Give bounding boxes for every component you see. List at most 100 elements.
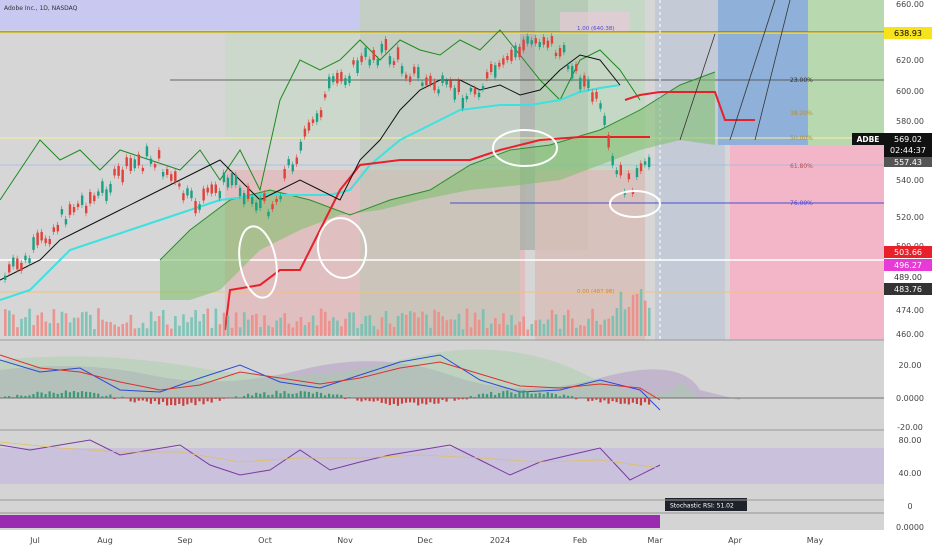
volume-bar [129, 314, 133, 336]
macd-hist-bar [465, 398, 468, 400]
volume-bar [550, 309, 554, 336]
candle-body [477, 92, 481, 98]
volume-bar [643, 300, 647, 336]
price-tick: 660.00 [896, 0, 924, 9]
candle-body [485, 72, 489, 79]
candle-body [315, 113, 319, 122]
volume-bar [238, 327, 242, 336]
macd-hist-bar [364, 398, 367, 401]
candle-body [161, 171, 165, 177]
candle-body [494, 65, 497, 78]
candle-body [303, 128, 307, 137]
candle-body [174, 171, 177, 183]
candle-body [170, 174, 173, 181]
volume-bar [323, 311, 327, 336]
volume-bar [89, 314, 92, 336]
candle-body [522, 39, 525, 51]
volume-bar [534, 320, 538, 336]
volume-bar [599, 324, 602, 336]
macd-hist-bar [287, 393, 290, 398]
candle-body [121, 169, 124, 183]
candle-body [97, 191, 100, 196]
macd-hist-bar [421, 398, 424, 404]
macd-hist-bar [336, 394, 339, 398]
candle-body [16, 258, 19, 270]
macd-hist-bar [603, 398, 606, 401]
macd-hist-bar [113, 398, 116, 400]
macd-hist-bar [242, 396, 246, 398]
fib-76-label: 76.00% [790, 200, 813, 207]
volume-bar [218, 324, 222, 336]
candle-body [242, 193, 246, 205]
candle-body [52, 227, 55, 232]
volume-bar [287, 323, 291, 336]
signal-line [0, 354, 661, 401]
volume-bar [40, 312, 44, 336]
time-label: 2024 [490, 536, 510, 545]
volume-bar [575, 327, 578, 336]
candle-body [323, 94, 327, 98]
volume-bar [526, 329, 530, 336]
macd-hist-bar [477, 394, 481, 398]
time-axis[interactable] [0, 530, 884, 550]
candle-body [635, 167, 639, 178]
macd-hist-bar [526, 391, 529, 398]
volume-bar [441, 316, 444, 336]
macd-hist-bar [40, 392, 43, 398]
tenkan-line [224, 136, 650, 331]
candle-body [222, 172, 226, 183]
ticker-tag-bg [852, 133, 884, 145]
candle-body [566, 65, 570, 70]
macd-hist-bar [409, 398, 412, 403]
price-tick: 620.00 [896, 56, 924, 65]
macd-hist-bar [214, 398, 217, 399]
macd-hist-bar [259, 393, 262, 398]
tag-level-top: 638.93 [894, 29, 922, 38]
macd-hist-bar [522, 390, 525, 398]
macd-hist-bar [453, 398, 456, 401]
volume-bar [16, 327, 19, 336]
macd-hist-bar [550, 393, 553, 398]
macd-hist-bar [174, 398, 177, 406]
volume-bar [214, 308, 218, 336]
zone-blue-gray [655, 0, 725, 340]
candle-body [453, 87, 456, 100]
macd-hist-bar [303, 391, 306, 398]
macd-hist-bar [68, 392, 71, 398]
candle-body [558, 47, 562, 57]
volume-bar [437, 311, 440, 336]
macd-hist-bar [283, 391, 286, 398]
candle-body [360, 55, 363, 62]
candle-body [319, 110, 323, 118]
macd-hist-bar [619, 398, 622, 404]
macd-hist-bar [615, 398, 618, 403]
candle-body [591, 92, 594, 102]
macd-hist-bar [566, 395, 570, 398]
moving-average-line [0, 54, 621, 281]
volume-bar [12, 314, 15, 336]
price-axis[interactable] [884, 0, 932, 550]
volume-bar [429, 327, 432, 336]
volume-bar [28, 308, 31, 336]
zone-pink-top [560, 12, 630, 32]
macd-hist-bar [222, 398, 225, 399]
volume-bar [498, 323, 501, 336]
macd-hist-bar [562, 394, 566, 398]
volume-bar [8, 310, 11, 336]
candle-body [469, 87, 473, 92]
candle-body [311, 119, 315, 123]
volume-bar [542, 323, 546, 336]
candle-body [85, 205, 88, 214]
candle-body [20, 262, 23, 271]
volume-bar [639, 289, 643, 336]
candle-countdown: 02:44:37 [890, 146, 926, 155]
volume-bar [380, 317, 384, 336]
lagging-span-line [0, 29, 641, 201]
candle-body [336, 72, 339, 84]
candle-body [255, 202, 258, 211]
macd-hist-bar [433, 398, 436, 404]
macd-hist-bar [384, 398, 387, 404]
candle-body [510, 49, 513, 61]
volume-bar [485, 327, 489, 336]
